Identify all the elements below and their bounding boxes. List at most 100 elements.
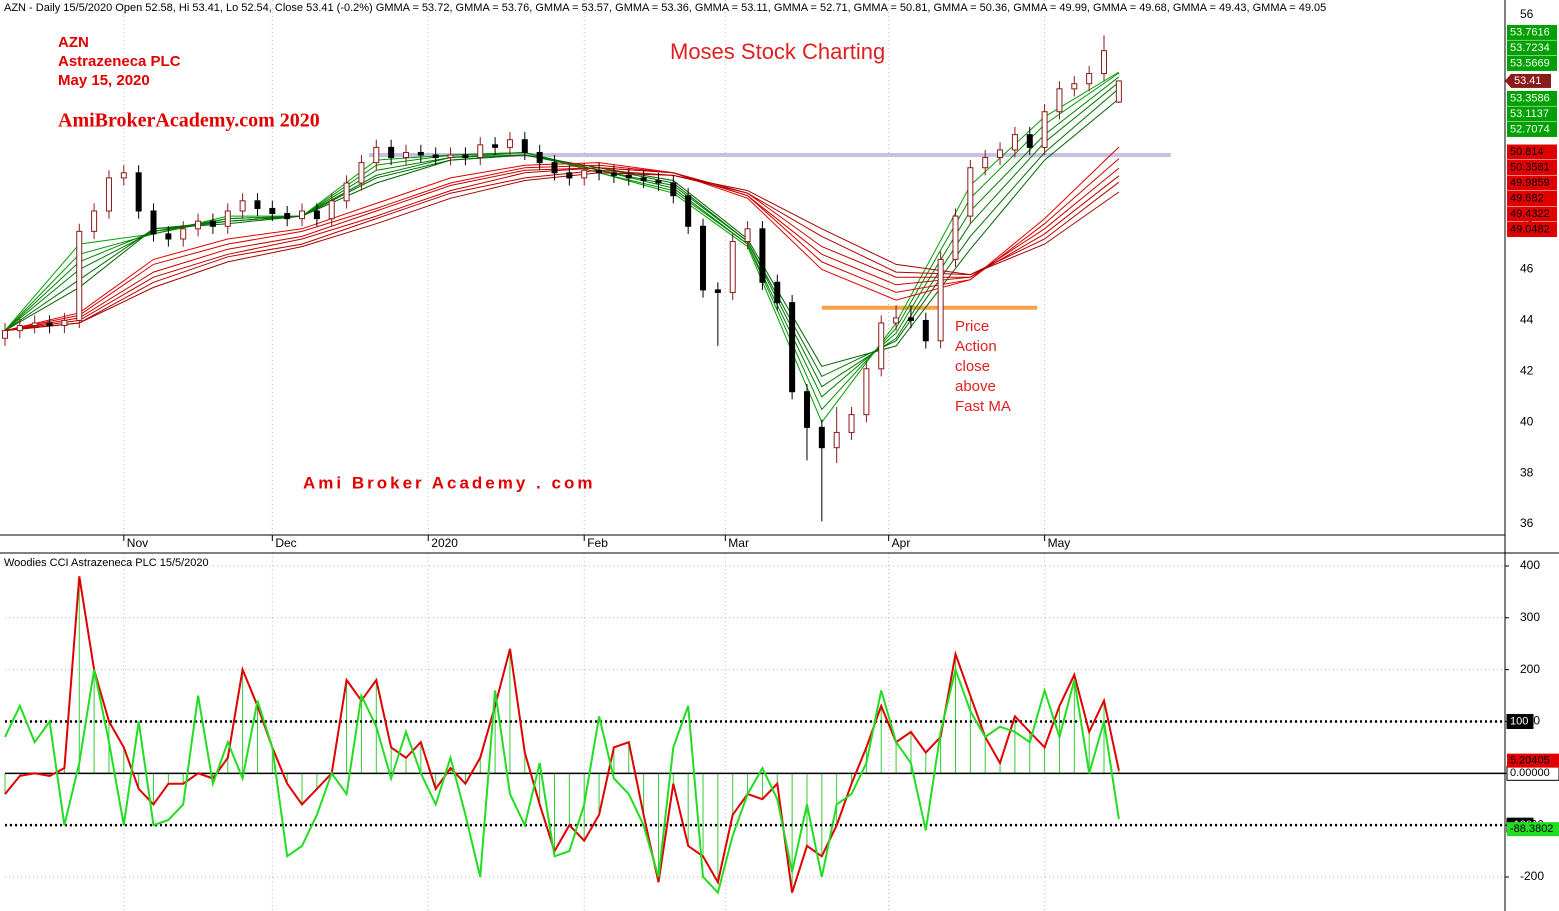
date: May 15, 2020 xyxy=(58,72,150,89)
candle-body xyxy=(536,151,543,164)
gmma-box xyxy=(1507,106,1557,122)
candle-body xyxy=(2,330,8,339)
candle-body xyxy=(1041,111,1048,148)
x-tick-label: Nov xyxy=(127,536,148,550)
candle-body xyxy=(61,319,68,327)
gmma-label: 53.3586 xyxy=(1510,92,1550,104)
candle-body xyxy=(833,431,840,449)
y-tick-label: 300 xyxy=(1520,610,1540,624)
candle-body xyxy=(165,233,172,240)
candle-body xyxy=(744,228,751,243)
y-tick-label: 400 xyxy=(1520,558,1540,572)
gmma-line xyxy=(4,158,1120,332)
note-line: Price xyxy=(955,318,989,335)
candle-body xyxy=(893,317,900,324)
candle-body xyxy=(254,200,261,209)
candle-body xyxy=(16,325,23,332)
x-tick-label: Dec xyxy=(275,536,296,550)
candle-body xyxy=(1026,134,1033,148)
cci-box xyxy=(1507,822,1559,837)
gmma-box xyxy=(1507,175,1557,191)
cci-line xyxy=(4,576,1120,893)
candle-body xyxy=(803,391,810,428)
candle-body xyxy=(477,144,484,159)
candle-body xyxy=(863,368,870,416)
y-tick-label: 42 xyxy=(1520,364,1534,378)
gmma-line xyxy=(4,98,1120,367)
gmma-line xyxy=(4,167,1120,332)
candle-body xyxy=(1101,50,1108,75)
candle-body xyxy=(313,210,320,220)
candle-body xyxy=(284,213,291,220)
candle-body xyxy=(180,228,187,240)
candle-body xyxy=(239,200,246,212)
candle-body xyxy=(46,322,53,327)
y-tick-label: 38 xyxy=(1520,465,1534,479)
candle-body xyxy=(714,289,721,293)
candle-body xyxy=(982,157,989,169)
candle-body xyxy=(299,210,306,220)
gmma-box xyxy=(1507,24,1557,40)
level-label: 100 xyxy=(1510,715,1528,727)
candle-body xyxy=(1011,134,1018,151)
gmma-box xyxy=(1507,206,1557,222)
note-line: Fast MA xyxy=(955,398,1011,415)
candle-body xyxy=(640,177,647,181)
level-box xyxy=(1506,713,1534,729)
candle-body xyxy=(729,241,736,293)
candle-body xyxy=(685,195,692,227)
note-line: close xyxy=(955,358,990,375)
footer: Ami Broker Academy . com xyxy=(303,473,595,492)
candle-body xyxy=(195,220,202,230)
marks-layer xyxy=(2,35,1505,895)
candle-body xyxy=(670,182,677,197)
gmma-label: 50.814 xyxy=(1510,146,1544,158)
x-tick-label: Feb xyxy=(587,536,608,550)
candle-body xyxy=(774,281,781,304)
candle-body xyxy=(462,154,469,159)
candle-body xyxy=(700,225,707,291)
candle-body xyxy=(417,151,424,156)
candle-body xyxy=(224,210,231,227)
gmma-label: 52.7074 xyxy=(1510,123,1550,135)
candle-body xyxy=(91,210,98,232)
cci-label: 5.20405 xyxy=(1510,755,1550,767)
candle-body xyxy=(907,317,914,321)
gmma-line xyxy=(4,172,1120,332)
y-tick-label: 46 xyxy=(1520,262,1534,276)
x-tick-label: Mar xyxy=(728,536,749,550)
candle-body xyxy=(625,174,632,179)
company: Astrazeneca PLC xyxy=(58,53,181,70)
candle-body xyxy=(848,414,855,433)
gmma-box xyxy=(1507,160,1557,176)
candle-body xyxy=(269,207,276,215)
note-line: Action xyxy=(955,338,997,355)
candle-body xyxy=(328,200,335,220)
candle-body xyxy=(432,154,439,159)
cci-label: -88.3802 xyxy=(1510,823,1553,835)
gmma-label: 49.9859 xyxy=(1510,177,1550,189)
candle-body xyxy=(937,258,944,342)
gmma-label: 49.4322 xyxy=(1510,208,1550,220)
candle-body xyxy=(997,149,1004,159)
candle-body xyxy=(967,167,974,217)
x-tick-label: Apr xyxy=(892,536,911,550)
candle-body xyxy=(1086,73,1093,85)
cci-box xyxy=(1507,753,1559,768)
note-line: above xyxy=(955,378,996,395)
gmma-line xyxy=(4,167,1120,332)
x-tick-label: May xyxy=(1048,536,1071,550)
candle-body xyxy=(1071,83,1078,90)
gmma-box xyxy=(1507,222,1557,238)
gmma-label: 49.682 xyxy=(1510,192,1544,204)
candle-body xyxy=(105,177,112,212)
price-arrow xyxy=(1505,73,1511,88)
candle-body xyxy=(31,322,38,327)
candle-body xyxy=(76,230,83,321)
candle-body xyxy=(343,182,350,202)
gmma-label: 53.5669 xyxy=(1510,57,1550,69)
candle-body xyxy=(952,215,959,260)
